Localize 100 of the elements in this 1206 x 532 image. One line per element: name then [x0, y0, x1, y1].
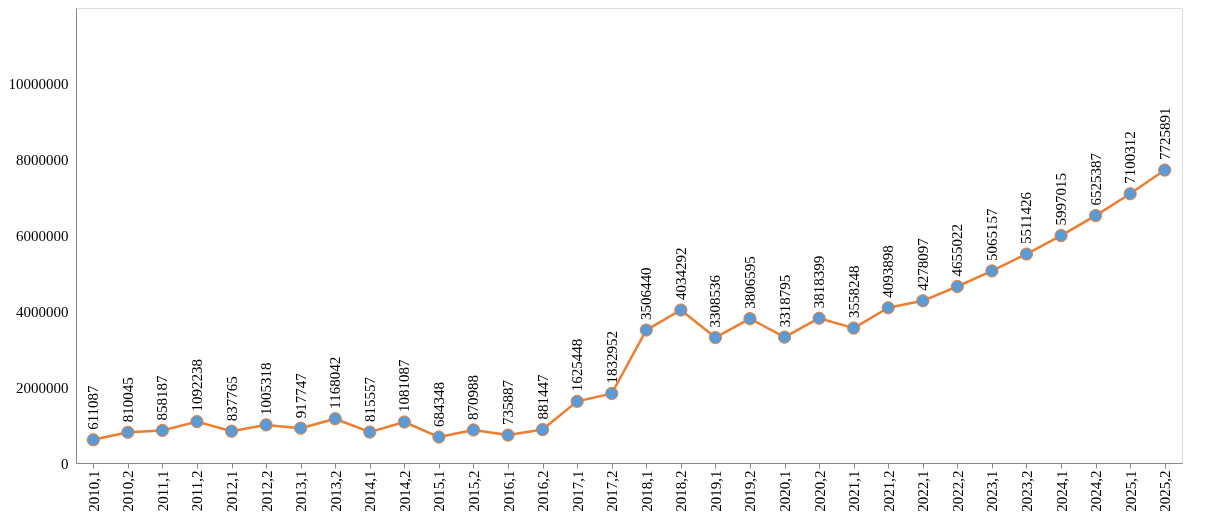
point: [639, 323, 653, 337]
data-label: 4278097: [914, 237, 931, 291]
data-label: 858187: [154, 374, 171, 421]
point: [812, 311, 826, 325]
y-tick-label: 4000000: [16, 303, 69, 320]
point: [743, 312, 757, 326]
point: [1019, 247, 1034, 261]
point: [1123, 187, 1137, 201]
point: [605, 386, 619, 401]
data-label: 1168042: [327, 356, 344, 409]
data-label: 3308536: [707, 274, 724, 328]
point: [916, 294, 930, 308]
point: [501, 428, 515, 442]
y-tick-label: 2000000: [16, 379, 69, 396]
data-label: 7100312: [1122, 131, 1139, 184]
data-label: 1092238: [188, 359, 205, 412]
x-tick-label: 2024,1: [1053, 470, 1070, 512]
x-tick-label: 2022,2: [949, 470, 966, 512]
data-label: 1625448: [569, 338, 586, 392]
data-label: 810045: [119, 377, 136, 423]
x-tick-label: 2019,1: [707, 470, 724, 512]
point: [535, 422, 550, 437]
point: [155, 423, 170, 438]
data-label: 611087: [85, 384, 102, 430]
data-label: 3806595: [741, 256, 758, 309]
x-tick-label: 2010,1: [85, 470, 102, 512]
data-label: 6525387: [1087, 152, 1104, 206]
x-tick-label: 2025,2: [1157, 470, 1174, 512]
point: [397, 415, 411, 429]
point: [570, 394, 584, 408]
x-tick-label: 2010,2: [120, 470, 137, 512]
x-tick-label: 2020,1: [777, 470, 794, 512]
y-tick-label: 6000000: [16, 228, 69, 244]
point: [363, 425, 377, 439]
x-tick-label: 2025,1: [1122, 470, 1139, 512]
data-label: 7725891: [1156, 107, 1173, 161]
x-tick-label: 2012,1: [224, 470, 241, 512]
x-tick-label: 2012,2: [258, 470, 275, 512]
x-tick-label: 2024,2: [1088, 470, 1105, 512]
point: [294, 421, 308, 435]
point: [881, 301, 895, 315]
data-label: 684348: [430, 382, 447, 428]
x-tick-label: 2016,2: [535, 470, 552, 512]
x-tick-label: 2018,2: [673, 470, 690, 512]
point: [777, 330, 792, 344]
x-tick-label: 2011,1: [154, 470, 171, 512]
point: [432, 430, 446, 444]
x-tick-label: 2013,2: [327, 470, 344, 512]
data-label: 3506440: [638, 267, 655, 321]
data-label: 5065157: [983, 207, 1000, 261]
x-tick-label: 2023,2: [1018, 470, 1035, 512]
point: [466, 423, 481, 437]
point: [950, 279, 964, 294]
x-tick-label: 2020,2: [811, 470, 828, 512]
point: [190, 414, 204, 429]
y-tick-label: 10000000: [8, 76, 69, 93]
x-tick-label: 2018,1: [638, 470, 655, 512]
x-tick-label: 2014,1: [362, 470, 379, 512]
x-tick-label: 2015,1: [431, 470, 448, 512]
point: [985, 264, 999, 278]
data-label: 815557: [361, 376, 378, 423]
data-label: 1832952: [603, 331, 620, 384]
data-label: 4034292: [672, 247, 689, 301]
point: [1158, 163, 1172, 177]
y-tick-label: 0: [61, 455, 69, 472]
x-tick-label: 2016,1: [500, 470, 517, 512]
data-label: 4655022: [949, 224, 966, 277]
point: [674, 303, 688, 317]
point: [224, 424, 239, 438]
point: [847, 321, 861, 335]
x-tick-label: 2023,1: [984, 470, 1001, 512]
point: [121, 425, 135, 439]
point: [259, 418, 273, 432]
data-label: 917747: [292, 372, 309, 419]
y-tick-label: 8000000: [16, 152, 69, 169]
x-tick-label: 2021,2: [880, 470, 897, 512]
x-tick-label: 2017,1: [569, 470, 586, 512]
data-label: 881447: [534, 374, 551, 420]
data-label: 837765: [223, 376, 240, 422]
data-label: 5997015: [1053, 173, 1070, 226]
x-tick-label: 2011,2: [189, 470, 206, 512]
data-label: 4093898: [880, 245, 897, 298]
x-tick-label: 2021,1: [846, 470, 863, 512]
data-label: 3558248: [845, 265, 862, 319]
data-label: 3318795: [776, 274, 793, 328]
point: [708, 330, 723, 345]
x-tick-label: 2022,1: [915, 470, 932, 512]
data-label: 1081087: [396, 359, 413, 413]
x-tick-label: 2019,2: [742, 470, 759, 512]
x-tick-label: 2015,2: [465, 470, 482, 512]
data-label: 5511426: [1018, 191, 1035, 245]
x-tick-label: 2017,2: [604, 470, 621, 512]
point: [1088, 208, 1103, 223]
point: [86, 433, 100, 447]
data-label: 735887: [500, 379, 517, 426]
data-label: 1005318: [258, 362, 275, 415]
x-tick-label: 2013,1: [293, 470, 310, 512]
data-label: 3818399: [811, 255, 828, 309]
point: [328, 412, 342, 426]
x-tick-label: 2014,2: [396, 470, 413, 512]
